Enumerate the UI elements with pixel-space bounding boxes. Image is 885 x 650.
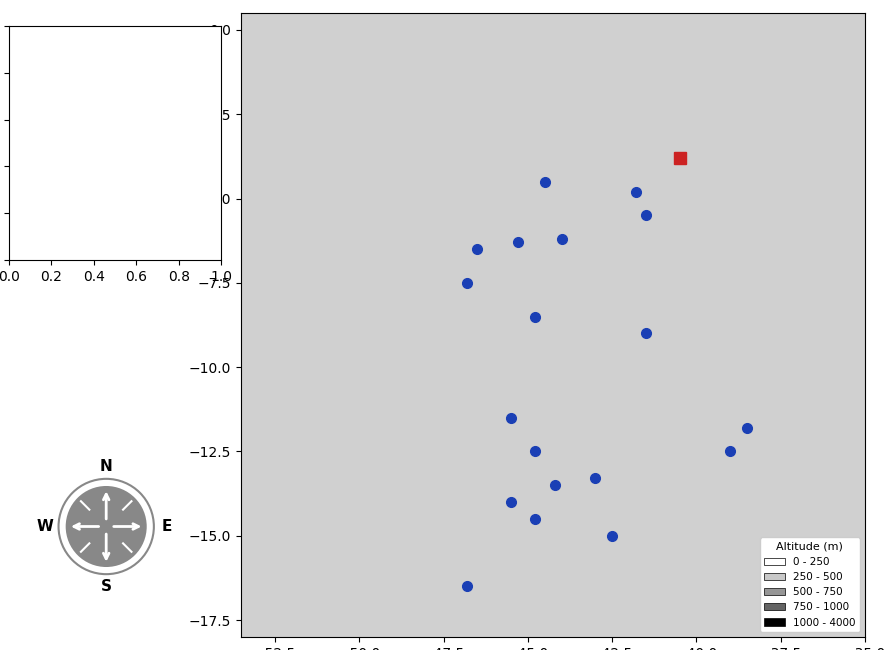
Legend: 0 - 250, 250 - 500, 500 - 750, 750 - 1000, 1000 - 4000: 0 - 250, 250 - 500, 500 - 750, 750 - 100…: [760, 538, 860, 632]
Text: E: E: [162, 519, 173, 534]
Text: N: N: [100, 460, 112, 474]
Text: W: W: [37, 519, 54, 534]
Text: S: S: [101, 578, 112, 593]
Circle shape: [65, 486, 147, 567]
